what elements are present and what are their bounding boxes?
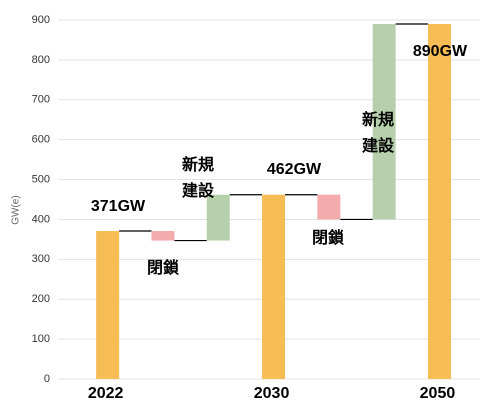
y-tick-label: 800 bbox=[32, 54, 50, 66]
x-tick-label: 2050 bbox=[420, 385, 456, 402]
y-tick-label: 700 bbox=[32, 94, 50, 106]
y-tick-label: 600 bbox=[32, 134, 50, 146]
value-label: 890GW bbox=[413, 43, 468, 60]
segment-label: 新規 bbox=[182, 155, 214, 174]
segment-label: 閉鎖 bbox=[312, 228, 345, 247]
y-tick-label: 100 bbox=[32, 333, 50, 345]
y-axis-title: GW(e) bbox=[11, 195, 22, 224]
bar bbox=[262, 194, 286, 379]
y-tick-label: 300 bbox=[32, 253, 50, 265]
x-tick-label: 2030 bbox=[254, 385, 290, 402]
bar bbox=[317, 194, 341, 220]
segment-label: 閉鎖 bbox=[147, 258, 180, 277]
y-tick-label: 0 bbox=[44, 373, 50, 385]
y-tick-label: 900 bbox=[32, 14, 50, 26]
x-tick-label: 2022 bbox=[88, 385, 124, 402]
bar bbox=[372, 23, 396, 220]
bar bbox=[151, 231, 175, 241]
bar bbox=[206, 194, 230, 241]
y-tick-label: 500 bbox=[32, 173, 50, 185]
value-label: 462GW bbox=[267, 161, 322, 178]
y-tick-label: 400 bbox=[32, 213, 50, 225]
y-tick-label: 200 bbox=[32, 293, 50, 305]
value-label: 371GW bbox=[91, 198, 146, 215]
bar bbox=[96, 231, 120, 379]
bar bbox=[427, 23, 451, 379]
segment-label: 建設 bbox=[182, 181, 215, 200]
segment-label: 建設 bbox=[362, 136, 395, 155]
segment-label: 新規 bbox=[362, 110, 394, 129]
